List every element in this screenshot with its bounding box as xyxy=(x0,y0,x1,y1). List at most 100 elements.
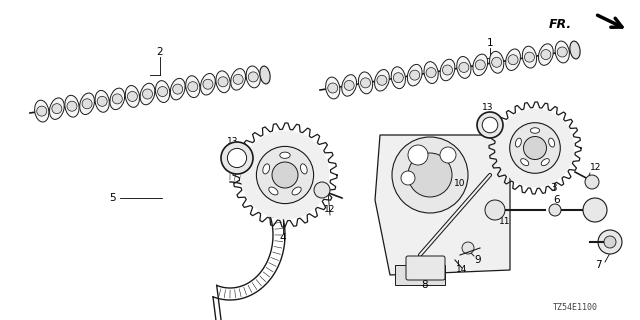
Text: 13: 13 xyxy=(227,138,239,147)
Text: 9: 9 xyxy=(475,255,481,265)
Circle shape xyxy=(401,171,415,185)
Text: 4: 4 xyxy=(280,233,286,243)
Circle shape xyxy=(557,47,567,57)
Circle shape xyxy=(476,60,485,70)
Circle shape xyxy=(482,117,498,133)
Circle shape xyxy=(188,82,198,92)
Circle shape xyxy=(67,101,77,111)
Circle shape xyxy=(360,78,371,88)
Ellipse shape xyxy=(473,54,488,76)
Text: FR.: FR. xyxy=(549,18,572,30)
FancyBboxPatch shape xyxy=(406,256,445,280)
Circle shape xyxy=(442,65,452,75)
Circle shape xyxy=(462,242,474,254)
Circle shape xyxy=(426,68,436,77)
Text: 8: 8 xyxy=(422,280,428,290)
Circle shape xyxy=(392,137,468,213)
Text: 14: 14 xyxy=(456,266,468,275)
Circle shape xyxy=(496,109,574,187)
Ellipse shape xyxy=(231,68,246,90)
Ellipse shape xyxy=(110,88,125,110)
Text: TZ54E1100: TZ54E1100 xyxy=(552,303,598,313)
Ellipse shape xyxy=(246,66,260,88)
Ellipse shape xyxy=(186,76,200,98)
Ellipse shape xyxy=(140,83,155,105)
Text: 3: 3 xyxy=(550,183,556,193)
Ellipse shape xyxy=(531,128,540,133)
Ellipse shape xyxy=(260,66,270,84)
Circle shape xyxy=(508,55,518,65)
Text: 2: 2 xyxy=(157,47,163,57)
Circle shape xyxy=(218,77,228,87)
Ellipse shape xyxy=(280,152,290,158)
Circle shape xyxy=(82,99,92,109)
Ellipse shape xyxy=(49,98,64,119)
Ellipse shape xyxy=(506,49,520,70)
Ellipse shape xyxy=(263,164,269,174)
Text: 10: 10 xyxy=(454,179,466,188)
Ellipse shape xyxy=(300,164,307,174)
Circle shape xyxy=(604,236,616,248)
Ellipse shape xyxy=(95,91,109,112)
Circle shape xyxy=(203,79,213,89)
Ellipse shape xyxy=(358,72,372,94)
Ellipse shape xyxy=(326,77,340,99)
Ellipse shape xyxy=(521,159,529,166)
Ellipse shape xyxy=(538,44,553,65)
Polygon shape xyxy=(375,135,510,275)
Circle shape xyxy=(440,147,456,163)
Circle shape xyxy=(227,148,246,168)
Ellipse shape xyxy=(541,159,549,166)
Ellipse shape xyxy=(440,59,455,81)
Circle shape xyxy=(173,84,182,94)
Text: 6: 6 xyxy=(554,195,560,205)
Ellipse shape xyxy=(515,138,522,147)
Circle shape xyxy=(257,146,314,204)
Circle shape xyxy=(127,92,138,101)
Ellipse shape xyxy=(407,64,422,86)
Ellipse shape xyxy=(342,75,356,96)
Ellipse shape xyxy=(292,187,301,195)
Circle shape xyxy=(157,86,168,97)
Circle shape xyxy=(541,50,551,60)
Circle shape xyxy=(221,142,253,174)
Text: 5: 5 xyxy=(109,193,115,203)
Circle shape xyxy=(485,200,505,220)
Circle shape xyxy=(52,104,62,114)
Circle shape xyxy=(248,72,259,82)
Circle shape xyxy=(344,80,354,91)
Circle shape xyxy=(408,153,452,197)
Circle shape xyxy=(377,75,387,85)
Circle shape xyxy=(233,74,243,84)
Ellipse shape xyxy=(269,187,278,195)
Ellipse shape xyxy=(391,67,406,89)
Ellipse shape xyxy=(374,69,389,91)
Circle shape xyxy=(598,230,622,254)
Circle shape xyxy=(524,52,534,62)
Circle shape xyxy=(314,182,330,198)
Text: 12: 12 xyxy=(324,205,336,214)
Ellipse shape xyxy=(457,57,471,78)
Circle shape xyxy=(272,162,298,188)
Ellipse shape xyxy=(522,46,536,68)
Text: 12: 12 xyxy=(590,164,602,172)
Text: 7: 7 xyxy=(595,260,602,270)
Circle shape xyxy=(549,204,561,216)
Circle shape xyxy=(459,62,469,72)
Ellipse shape xyxy=(570,41,580,59)
Ellipse shape xyxy=(65,95,79,117)
Ellipse shape xyxy=(216,71,230,93)
Ellipse shape xyxy=(125,85,140,107)
Circle shape xyxy=(477,112,503,138)
Ellipse shape xyxy=(200,74,215,95)
Circle shape xyxy=(492,57,502,67)
Circle shape xyxy=(328,83,338,93)
Circle shape xyxy=(143,89,152,99)
Circle shape xyxy=(97,96,107,106)
Ellipse shape xyxy=(548,138,555,147)
Circle shape xyxy=(241,131,330,220)
Ellipse shape xyxy=(170,78,185,100)
Ellipse shape xyxy=(424,62,438,84)
Circle shape xyxy=(112,94,122,104)
Circle shape xyxy=(410,70,420,80)
